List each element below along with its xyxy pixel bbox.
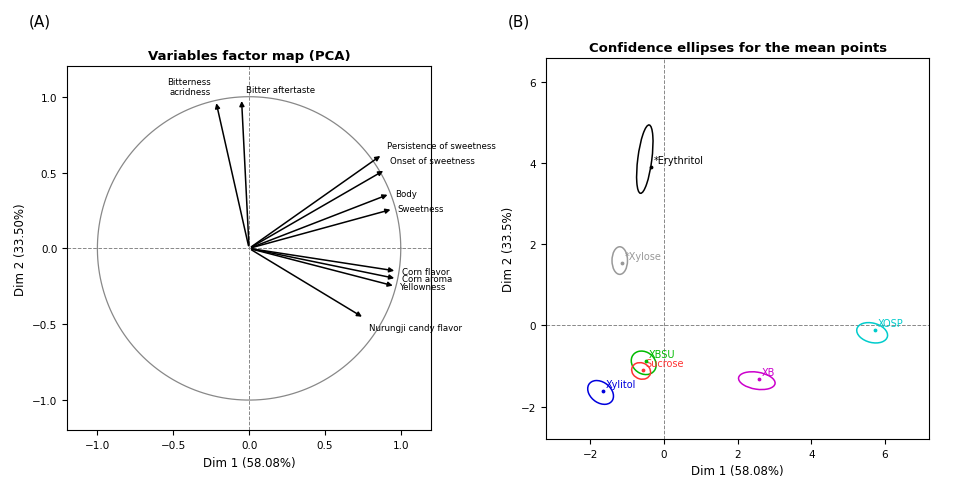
Text: XB: XB [762,367,775,377]
Text: XBSU: XBSU [649,349,675,360]
Title: Confidence ellipses for the mean points: Confidence ellipses for the mean points [588,41,887,55]
Text: *Xylose: *Xylose [625,251,661,261]
Text: Corn flavor: Corn flavor [401,267,449,276]
Text: *Erythritol: *Erythritol [654,156,704,166]
Y-axis label: Dim 2 (33.50%): Dim 2 (33.50%) [13,203,27,295]
Text: Sweetness: Sweetness [398,205,445,214]
Text: (B): (B) [508,15,530,30]
X-axis label: Dim 1 (58.08%): Dim 1 (58.08%) [203,456,295,469]
Text: Corn aroma: Corn aroma [401,275,452,284]
Title: Variables factor map (PCA): Variables factor map (PCA) [148,50,351,63]
Text: Body: Body [395,190,417,199]
Text: Sucrose: Sucrose [646,358,684,368]
Y-axis label: Dim 2 (33.5%): Dim 2 (33.5%) [502,206,515,291]
Text: Bitterness
acridness: Bitterness acridness [168,78,211,97]
Text: Nurungji candy flavor: Nurungji candy flavor [369,323,462,332]
X-axis label: Dim 1 (58.08%): Dim 1 (58.08%) [692,465,784,477]
Text: XOSP: XOSP [878,319,903,328]
Text: (A): (A) [29,15,51,30]
Text: Xylitol: Xylitol [606,379,636,389]
Text: Bitter aftertaste: Bitter aftertaste [246,85,315,95]
Text: Persistence of sweetness: Persistence of sweetness [387,142,496,150]
Text: Yellowness: Yellowness [400,282,446,291]
Text: Onset of sweetness: Onset of sweetness [390,157,475,165]
